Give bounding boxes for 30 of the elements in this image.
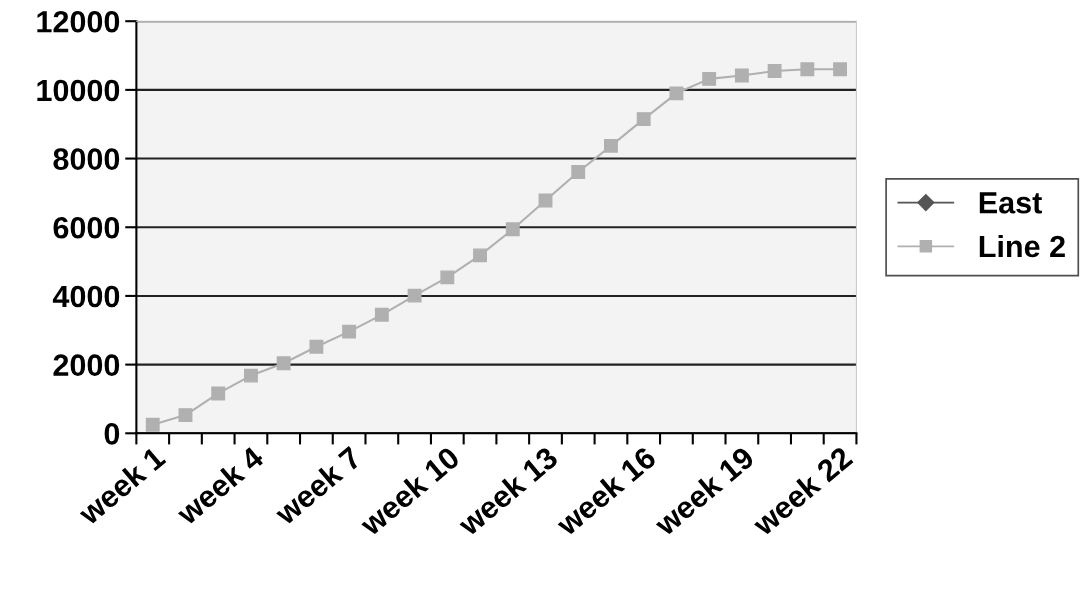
y-tick-label: 6000 (53, 216, 120, 239)
point (669, 86, 684, 101)
legend-label: Line 2 (979, 234, 1065, 258)
point (211, 386, 226, 401)
point (407, 288, 422, 303)
point (473, 248, 487, 263)
y-tick-label: 12000 (37, 10, 120, 33)
point (636, 112, 651, 127)
point (178, 408, 193, 423)
point (440, 270, 455, 285)
point (604, 138, 618, 153)
point (734, 68, 749, 83)
y-tick-label: 8000 (53, 148, 120, 170)
y-tick-label: 10000 (37, 79, 120, 102)
point (243, 368, 258, 383)
y-tick-label: 4000 (52, 285, 120, 308)
point (505, 222, 520, 237)
y-tick-label: 0 (104, 423, 120, 445)
y-tick-label: 2000 (53, 354, 120, 376)
point (342, 324, 357, 339)
point (276, 356, 291, 371)
point (309, 339, 324, 354)
point (767, 64, 782, 78)
point (571, 165, 586, 179)
point (833, 62, 848, 77)
point (702, 71, 717, 86)
point (374, 307, 389, 322)
point (800, 62, 815, 77)
point (145, 417, 160, 432)
legend-label: East (979, 192, 1042, 214)
